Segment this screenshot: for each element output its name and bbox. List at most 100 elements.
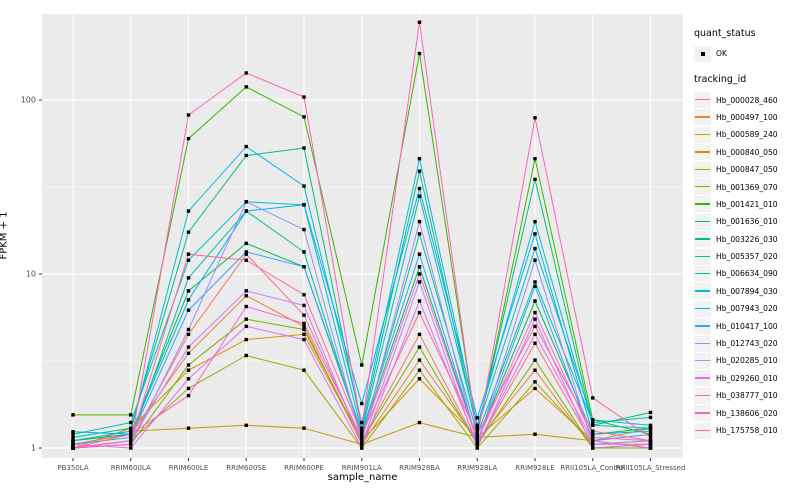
data-point: [475, 423, 479, 428]
data-point: [417, 358, 422, 362]
data-point: [71, 432, 75, 436]
data-point: [71, 435, 75, 440]
data-point: [302, 327, 306, 332]
data-point: [475, 446, 479, 450]
data-point: [533, 310, 537, 315]
data-point: [360, 363, 364, 367]
data-point: [475, 432, 479, 436]
data-point: [186, 298, 191, 302]
data-point: [302, 313, 306, 317]
y-tick-label: 100: [21, 96, 36, 105]
legend-line-key-icon: [694, 265, 711, 282]
legend-line-key-icon: [694, 283, 711, 300]
data-point: [360, 435, 364, 440]
data-point: [244, 153, 248, 158]
data-point: [533, 258, 537, 262]
y-tick-label: 1: [31, 444, 36, 453]
data-point: [244, 85, 248, 89]
data-point: [475, 439, 479, 443]
legend-entry-label: Hb_012743_020: [716, 339, 778, 349]
legend-entry-Hb_000497_100: Hb_000497_100: [694, 109, 798, 126]
data-point: [475, 426, 479, 430]
data-point: [475, 435, 479, 440]
legend-line-key-icon: [694, 370, 711, 387]
data-point: [186, 252, 191, 256]
data-point: [302, 321, 306, 326]
data-point: [186, 136, 191, 141]
data-point: [302, 95, 306, 99]
data-point: [360, 442, 364, 447]
data-point: [648, 423, 653, 428]
legend-entry-label: Hb_001636_010: [716, 217, 778, 227]
data-point: [417, 186, 422, 191]
legend-entry-Hb_003226_030: Hb_003226_030: [694, 231, 798, 248]
data-point: [417, 368, 422, 372]
data-point: [417, 272, 422, 276]
data-point: [360, 401, 364, 406]
data-point: [302, 184, 306, 188]
data-point: [417, 420, 422, 425]
data-point: [302, 115, 306, 119]
data-point: [129, 442, 133, 447]
data-point: [648, 415, 653, 420]
data-point: [186, 258, 191, 262]
data-point: [244, 423, 248, 428]
quant-status-key: [694, 45, 711, 62]
x-tick-label: RRIM928LA: [457, 464, 497, 472]
data-point: [244, 200, 248, 204]
data-point: [129, 420, 133, 425]
data-point: [648, 429, 653, 433]
legend-entry-label: Hb_029260_010: [716, 373, 778, 383]
data-point: [244, 337, 248, 342]
data-point: [360, 426, 364, 430]
data-point: [591, 439, 595, 443]
data-point: [186, 368, 191, 372]
data-point: [533, 219, 537, 224]
legend-entry-Hb_029260_010: Hb_029260_010: [694, 370, 798, 387]
data-point: [533, 156, 537, 161]
data-point: [533, 232, 537, 236]
data-point: [417, 310, 422, 315]
x-tick-label: RRIM928LE: [515, 464, 555, 472]
data-point: [129, 426, 133, 430]
data-point: [648, 426, 653, 430]
data-point: [475, 442, 479, 447]
data-point: [244, 258, 248, 262]
x-tick-label: RRIM600PE: [284, 464, 324, 472]
data-point: [186, 426, 191, 430]
legend-entry-Hb_020285_010: Hb_020285_010: [694, 352, 798, 369]
data-point: [533, 368, 537, 372]
data-point: [417, 20, 422, 24]
data-point: [533, 324, 537, 329]
data-point: [186, 377, 191, 381]
data-point: [244, 304, 248, 309]
data-point: [129, 446, 133, 450]
data-point: [417, 169, 422, 173]
data-point: [129, 439, 133, 443]
data-point: [360, 446, 364, 450]
data-point: [244, 353, 248, 358]
legend-line-key-icon: [694, 179, 711, 196]
data-point: [71, 439, 75, 443]
data-point: [186, 113, 191, 117]
data-point: [302, 250, 306, 254]
data-point: [186, 332, 191, 337]
data-point: [186, 386, 191, 391]
legend-entry-Hb_005357_020: Hb_005357_020: [694, 248, 798, 265]
legend-line-key-icon: [694, 300, 711, 317]
legend-line-key-icon: [694, 161, 711, 178]
legend-entry-Hb_001636_010: Hb_001636_010: [694, 213, 798, 230]
data-point: [533, 432, 537, 436]
data-point: [417, 252, 422, 256]
legend-entry-label: Hb_005357_020: [716, 252, 778, 262]
legend-entry-label: Hb_000589_240: [716, 130, 778, 140]
y-axis-title: FPKM + 1: [0, 211, 10, 260]
legend-entry-Hb_001421_010: Hb_001421_010: [694, 196, 798, 213]
data-point: [648, 439, 653, 443]
data-point: [302, 337, 306, 342]
legend-entry-label: Hb_000028_460: [716, 95, 778, 105]
data-point: [360, 432, 364, 436]
legend-entry-Hb_001369_070: Hb_001369_070: [694, 178, 798, 196]
legend-line-key-icon: [694, 109, 711, 126]
data-point: [302, 227, 306, 232]
